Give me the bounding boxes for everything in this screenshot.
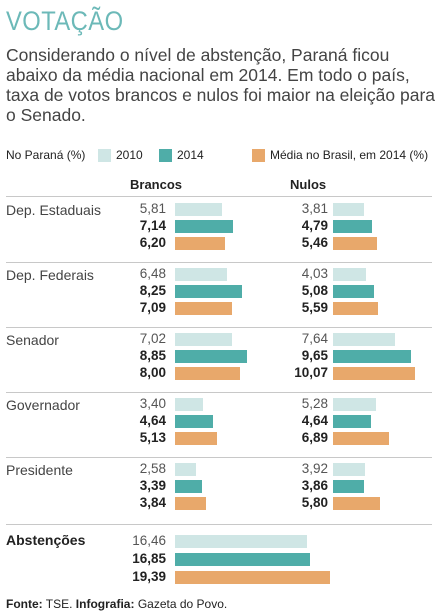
legend-label-media: Média no Brasil, em 2014 (%) (270, 148, 429, 162)
brancos-bar (175, 237, 226, 250)
brancos-bar (175, 463, 196, 476)
abstencoes-separator (6, 524, 432, 525)
brancos-value: 7,09 (139, 300, 166, 315)
brancos-value: 6,20 (139, 235, 166, 250)
nulos-value: 4,03 (301, 266, 328, 281)
nulos-bar (333, 480, 365, 493)
nulos-bar (333, 302, 379, 315)
nulos-bar (333, 497, 380, 510)
nulos-bar (333, 237, 378, 250)
brancos-value: 4,64 (139, 413, 166, 428)
infographic-label: Infografia: (75, 597, 135, 611)
nulos-value: 5,46 (301, 235, 328, 250)
legend-swatch-2014 (159, 149, 172, 162)
nulos-bar (333, 333, 395, 346)
legend-label-2014: 2014 (177, 148, 204, 162)
brancos-value: 8,25 (139, 283, 166, 298)
brancos-bar (175, 497, 207, 510)
row-separator (6, 392, 432, 393)
abstencoes-value: 16,85 (132, 551, 166, 566)
nulos-value: 7,64 (301, 331, 328, 346)
chart-title: VOTAÇÃO (6, 6, 124, 36)
abstencoes-value: 16,46 (132, 533, 166, 548)
brancos-value: 7,02 (139, 331, 166, 346)
nulos-value: 4,64 (301, 413, 328, 428)
brancos-bar (175, 268, 228, 281)
abstencoes-bar (175, 553, 310, 566)
nulos-value: 4,79 (301, 218, 328, 233)
nulos-bar (333, 415, 371, 428)
brancos-value: 3,39 (139, 478, 166, 493)
brancos-bar (175, 285, 242, 298)
nulos-bar (333, 203, 364, 216)
legend-label-2010: 2010 (116, 148, 143, 162)
header-rule (6, 196, 432, 197)
brancos-value: 2,58 (139, 461, 166, 476)
nulos-value: 6,89 (301, 430, 328, 445)
brancos-bar (175, 333, 232, 346)
brancos-value: 8,00 (139, 365, 166, 380)
brancos-bar (175, 220, 233, 233)
legend: No Paraná (%) 2010 2014 Média no Brasil,… (6, 147, 436, 165)
footer-credits: Fonte: TSE. Infografia: Gazeta do Povo. (6, 597, 227, 611)
nulos-bar (333, 220, 372, 233)
brancos-value: 3,40 (139, 396, 166, 411)
brancos-value: 5,13 (139, 430, 166, 445)
nulos-value: 3,92 (301, 461, 328, 476)
nulos-value: 5,28 (301, 396, 328, 411)
column-header-nulos: Nulos (290, 177, 327, 192)
legend-swatch-media (252, 149, 265, 162)
legend-swatch-2010 (98, 149, 111, 162)
nulos-value: 9,65 (301, 348, 328, 363)
brancos-value: 3,84 (139, 495, 166, 510)
brancos-bar (175, 203, 223, 216)
nulos-value: 5,59 (301, 300, 328, 315)
brancos-value: 7,14 (139, 218, 166, 233)
row-label-governador: Governador (6, 397, 80, 413)
nulos-bar (333, 367, 415, 380)
nulos-value: 3,81 (301, 201, 328, 216)
nulos-value: 10,07 (294, 365, 328, 380)
nulos-bar (333, 432, 389, 445)
brancos-bar (175, 480, 203, 493)
source-label: Fonte: (6, 597, 43, 611)
chart-subtitle: Considerando o nível de abstenção, Paran… (6, 45, 436, 125)
row-label-dep-federais: Dep. Federais (6, 267, 94, 283)
column-header-brancos: Brancos (130, 177, 183, 192)
abstencoes-bar (175, 535, 307, 548)
brancos-bar (175, 367, 240, 380)
brancos-value: 6,48 (139, 266, 166, 281)
brancos-bar (175, 398, 203, 411)
source-text: TSE. (45, 597, 73, 611)
nulos-bar (333, 350, 412, 363)
row-separator (6, 457, 432, 458)
brancos-bar (175, 432, 217, 445)
abstencoes-bar (175, 571, 331, 584)
nulos-bar (333, 285, 375, 298)
brancos-value: 5,81 (139, 201, 166, 216)
row-label-senador: Senador (6, 332, 59, 348)
nulos-bar (333, 268, 366, 281)
row-separator (6, 327, 432, 328)
row-separator (6, 262, 432, 263)
nulos-bar (333, 398, 376, 411)
brancos-bar (175, 350, 247, 363)
row-label-presidente: Presidente (6, 462, 73, 478)
legend-prefix: No Paraná (%) (6, 148, 86, 162)
row-label-dep-estaduais: Dep. Estaduais (6, 202, 101, 218)
nulos-bar (333, 463, 365, 476)
brancos-bar (175, 302, 233, 315)
nulos-value: 3,86 (301, 478, 328, 493)
brancos-value: 8,85 (139, 348, 166, 363)
brancos-bar (175, 415, 213, 428)
row-label-abstencoes: Abstenções (6, 532, 86, 548)
nulos-value: 5,08 (301, 283, 328, 298)
abstencoes-value: 19,39 (132, 569, 166, 584)
infographic-text: Gazeta do Povo. (137, 597, 228, 611)
nulos-value: 5,80 (301, 495, 328, 510)
